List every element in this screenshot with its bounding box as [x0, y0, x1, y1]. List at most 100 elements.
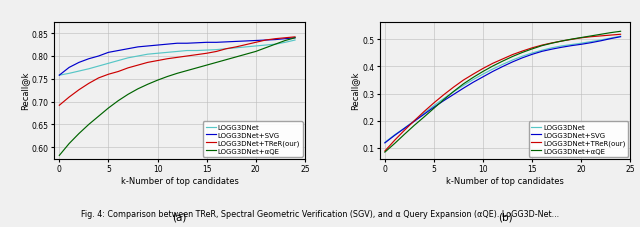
LOGG3DNet+SVG — [75, 62, 83, 64]
LOGG3DNet+αQE — [401, 133, 408, 136]
LOGG3DNet+SVG — [558, 47, 566, 49]
Line: LOGG3DNet: LOGG3DNet — [385, 37, 621, 143]
X-axis label: k-Number of top candidates: k-Number of top candidates — [121, 176, 239, 185]
LOGG3DNet — [56, 74, 63, 77]
LOGG3DNet+TReR(our) — [460, 79, 467, 82]
LOGG3DNet+αQE — [104, 107, 112, 110]
LOGG3DNet+αQE — [529, 48, 536, 51]
LOGG3DNet — [430, 105, 438, 107]
LOGG3DNet+αQE — [518, 52, 526, 54]
LOGG3DNet — [548, 47, 556, 50]
LOGG3DNet+αQE — [282, 40, 289, 43]
LOGG3DNet — [420, 112, 428, 115]
LOGG3DNet+αQE — [173, 73, 181, 75]
LOGG3DNet — [588, 41, 595, 44]
LOGG3DNet+SVG — [203, 42, 211, 44]
LOGG3DNet+αQE — [538, 45, 546, 48]
LOGG3DNet+αQE — [607, 32, 614, 35]
LOGG3DNet+TReR(our) — [391, 139, 399, 142]
LOGG3DNet — [223, 48, 230, 51]
LOGG3DNet+αQE — [232, 56, 240, 59]
LOGG3DNet — [75, 70, 83, 73]
LOGG3DNet+αQE — [597, 34, 605, 37]
LOGG3DNet — [124, 57, 132, 60]
LOGG3DNet+TReR(our) — [134, 64, 141, 67]
LOGG3DNet+αQE — [115, 100, 122, 103]
Line: LOGG3DNet+SVG: LOGG3DNet+SVG — [385, 37, 621, 143]
LOGG3DNet+SVG — [509, 61, 516, 64]
LOGG3DNet+SVG — [242, 40, 250, 43]
LOGG3DNet — [607, 37, 614, 40]
LOGG3DNet+SVG — [271, 39, 279, 42]
LOGG3DNet+αQE — [183, 70, 191, 73]
LOGG3DNet+αQE — [499, 60, 507, 63]
LOGG3DNet+SVG — [499, 66, 507, 69]
LOGG3DNet+αQE — [450, 91, 458, 93]
LOGG3DNet — [154, 53, 161, 55]
LOGG3DNet+SVG — [134, 46, 141, 49]
LOGG3DNet+αQE — [291, 37, 299, 40]
LOGG3DNet+SVG — [617, 36, 625, 39]
LOGG3DNet — [85, 68, 93, 71]
LOGG3DNet — [173, 51, 181, 54]
LOGG3DNet+αQE — [489, 65, 497, 68]
LOGG3DNet — [65, 73, 73, 75]
LOGG3DNet+SVG — [95, 55, 102, 58]
LOGG3DNet+TReR(our) — [469, 73, 477, 76]
Y-axis label: Recall@k: Recall@k — [20, 72, 29, 110]
LOGG3DNet — [617, 36, 625, 38]
LOGG3DNet+SVG — [588, 42, 595, 45]
LOGG3DNet+TReR(our) — [479, 68, 487, 70]
LOGG3DNet+TReR(our) — [558, 40, 566, 43]
LOGG3DNet+αQE — [65, 143, 73, 145]
LOGG3DNet+TReR(our) — [440, 94, 447, 97]
LOGG3DNet — [469, 79, 477, 81]
LOGG3DNet — [282, 42, 289, 44]
LOGG3DNet — [489, 68, 497, 71]
LOGG3DNet+SVG — [607, 38, 614, 41]
LOGG3DNet+SVG — [460, 87, 467, 90]
LOGG3DNet — [558, 45, 566, 48]
LOGG3DNet+αQE — [440, 99, 447, 101]
Line: LOGG3DNet+TReR(our): LOGG3DNet+TReR(our) — [60, 38, 295, 106]
LOGG3DNet — [95, 65, 102, 68]
LOGG3DNet — [509, 59, 516, 62]
LOGG3DNet+αQE — [588, 35, 595, 38]
LOGG3DNet+SVG — [56, 74, 63, 77]
LOGG3DNet+αQE — [479, 71, 487, 73]
LOGG3DNet+SVG — [212, 42, 220, 44]
LOGG3DNet+TReR(our) — [548, 42, 556, 45]
LOGG3DNet+TReR(our) — [65, 96, 73, 99]
LOGG3DNet+αQE — [95, 115, 102, 118]
LOGG3DNet+αQE — [577, 37, 585, 40]
LOGG3DNet+αQE — [271, 44, 279, 46]
LOGG3DNet+αQE — [163, 76, 171, 79]
LOGG3DNet+SVG — [410, 120, 418, 123]
LOGG3DNet — [538, 50, 546, 52]
LOGG3DNet+TReR(our) — [163, 58, 171, 61]
LOGG3DNet+TReR(our) — [597, 35, 605, 38]
LOGG3DNet+SVG — [223, 41, 230, 44]
LOGG3DNet — [479, 73, 487, 76]
Line: LOGG3DNet: LOGG3DNet — [60, 41, 295, 76]
LOGG3DNet+SVG — [144, 45, 152, 48]
Text: (b): (b) — [498, 211, 513, 221]
LOGG3DNet+SVG — [440, 100, 447, 103]
LOGG3DNet+αQE — [420, 116, 428, 119]
LOGG3DNet — [144, 54, 152, 56]
Legend: LOGG3DNet, LOGG3DNet+SVG, LOGG3DNet+TReR(our), LOGG3DNet+αQE: LOGG3DNet, LOGG3DNet+SVG, LOGG3DNet+TReR… — [529, 122, 628, 157]
LOGG3DNet+TReR(our) — [271, 38, 279, 41]
LOGG3DNet — [381, 141, 388, 144]
LOGG3DNet+TReR(our) — [232, 46, 240, 49]
LOGG3DNet+TReR(our) — [401, 129, 408, 132]
LOGG3DNet+TReR(our) — [115, 71, 122, 74]
LOGG3DNet+αQE — [430, 107, 438, 110]
LOGG3DNet+SVG — [479, 76, 487, 79]
LOGG3DNet — [577, 43, 585, 45]
LOGG3DNet+αQE — [154, 79, 161, 82]
LOGG3DNet+SVG — [291, 37, 299, 40]
LOGG3DNet+SVG — [597, 40, 605, 43]
LOGG3DNet+SVG — [232, 41, 240, 44]
LOGG3DNet+SVG — [262, 39, 269, 42]
LOGG3DNet+TReR(our) — [282, 37, 289, 40]
